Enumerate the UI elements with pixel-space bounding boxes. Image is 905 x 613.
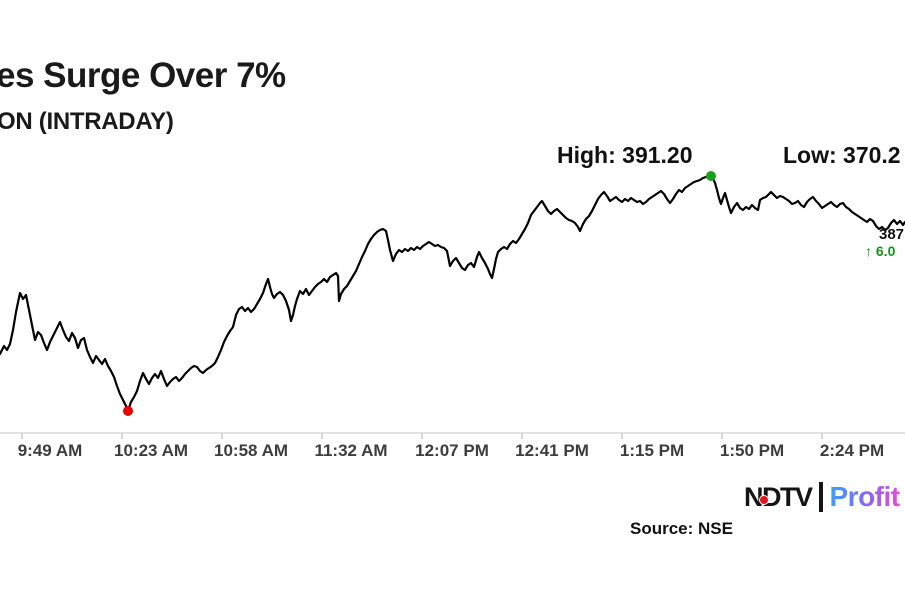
change-label: ↑ 6.0: [865, 243, 896, 259]
x-axis-label: 10:58 AM: [213, 441, 289, 460]
high-annotation: High: 391.20: [557, 142, 693, 168]
profit-logo-text: Profit: [829, 481, 901, 512]
x-axis-label: 11:32 AM: [314, 441, 388, 460]
last-price-label: 387: [879, 226, 905, 243]
low-annotation: Low: 370.2: [783, 142, 901, 168]
x-axis-label: 12:07 PM: [415, 441, 489, 460]
x-axis-label: 10:23 AM: [113, 441, 189, 460]
headline-title: es Surge Over 7%: [0, 56, 286, 95]
x-axis-label: 12:41 PM: [515, 441, 589, 460]
ndtv-red-dot-icon: [759, 494, 769, 505]
x-axis-ticks: [21, 433, 823, 439]
logo-separator: [818, 482, 823, 512]
low-marker-dot: [123, 406, 133, 416]
x-axis-label: 1:15 PM: [619, 441, 685, 460]
x-axis-label: 2:24 PM: [819, 441, 885, 460]
x-axis-label: 9:49 AM: [17, 441, 83, 460]
chart-subtitle: ON (INTRADAY): [0, 108, 174, 135]
ndtv-letters: NDTV: [744, 481, 813, 512]
ndtv-profit-logo: NDTV Profit: [744, 481, 900, 513]
x-axis-label: 1:50 PM: [719, 441, 785, 460]
high-marker-dot: [706, 171, 716, 181]
ndtv-logo-text: NDTV: [744, 481, 813, 513]
source-label: Source: NSE: [630, 519, 733, 538]
price-line: [0, 174, 905, 413]
